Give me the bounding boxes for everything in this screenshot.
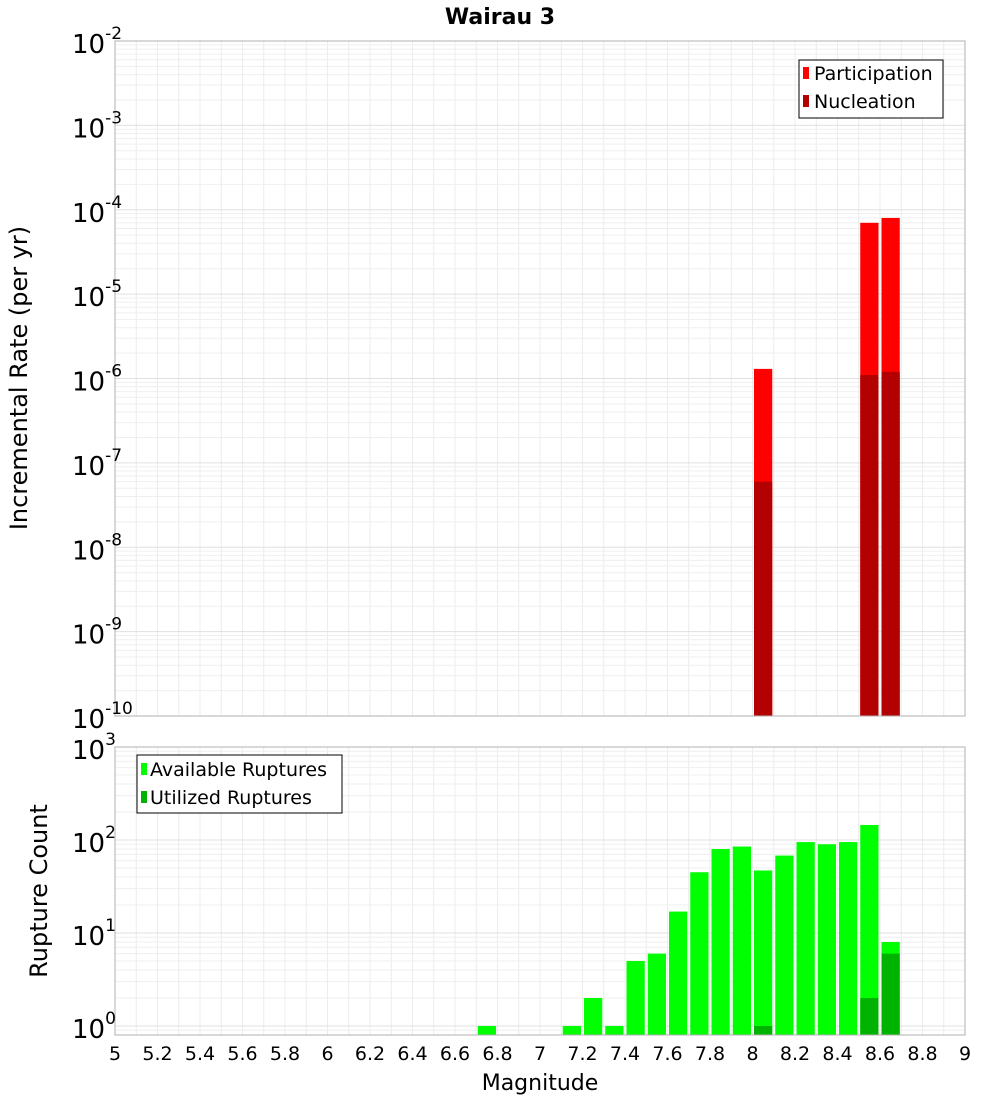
- chart-title: Wairau 3: [445, 5, 555, 30]
- bar-available-ruptures: [754, 870, 773, 1035]
- legend-label-available: Available Ruptures: [150, 759, 327, 781]
- x-tick-label: 9: [959, 1043, 971, 1065]
- x-tick-label: 8: [746, 1043, 758, 1065]
- legend-swatch-available: [141, 763, 147, 775]
- bar-available-ruptures: [584, 997, 603, 1035]
- y-tick-label: 100: [72, 1009, 116, 1045]
- x-tick-label: 8.6: [865, 1043, 895, 1065]
- y-tick-label: 103: [72, 730, 116, 766]
- bar-available-ruptures: [775, 855, 794, 1035]
- x-tick-label: 8.8: [907, 1043, 937, 1065]
- x-tick-label: 6.2: [355, 1043, 385, 1065]
- top-y-axis-label: Incremental Rate (per yr): [5, 226, 33, 530]
- bar-available-ruptures: [626, 960, 645, 1035]
- bar-available-ruptures: [477, 1025, 496, 1035]
- bar-available-ruptures: [817, 844, 836, 1035]
- y-tick-label: 10-4: [72, 193, 122, 229]
- bar-available-ruptures: [562, 1025, 581, 1035]
- x-tick-label: 5.4: [185, 1043, 215, 1065]
- bar-available-ruptures: [796, 842, 815, 1035]
- top-legend-box: [798, 59, 944, 119]
- bar-nucleation: [754, 481, 773, 716]
- bar-utilized-ruptures: [881, 953, 900, 1035]
- bar-available-ruptures: [860, 824, 879, 1035]
- bar-available-ruptures: [605, 1025, 624, 1035]
- bottom-y-axis-label: Rupture Count: [25, 804, 53, 978]
- x-tick-label: 5.6: [227, 1043, 257, 1065]
- top-legend: Participation Nucleation: [798, 59, 944, 119]
- bottom-y-tick-labels: 100 101 102 103: [72, 730, 116, 1045]
- top-y-tick-labels: 10-10 10-9 10-8 10-7 10-6 10-5 10-4 10-3 10-2: [72, 24, 133, 735]
- top-grid: [114, 40, 966, 717]
- x-tick-label: 5.2: [142, 1043, 172, 1065]
- y-tick-label: 10-2: [72, 24, 122, 60]
- x-tick-label: 5.8: [270, 1043, 300, 1065]
- legend-label-utilized: Utilized Ruptures: [150, 787, 312, 809]
- x-tick-label: 7: [534, 1043, 546, 1065]
- x-tick-label: 5: [109, 1043, 121, 1065]
- x-tick-label: 8.2: [780, 1043, 810, 1065]
- bar-available-ruptures: [732, 846, 751, 1035]
- x-tick-label: 6.6: [440, 1043, 470, 1065]
- legend-swatch-nucleation: [803, 95, 809, 107]
- bar-utilized-ruptures: [860, 997, 879, 1035]
- y-tick-label: 10-10: [72, 699, 133, 735]
- bottom-plot-frame: [114, 746, 966, 1036]
- y-tick-label: 10-5: [72, 277, 122, 313]
- x-tick-label: 7.8: [695, 1043, 725, 1065]
- x-tick-label: 8.4: [822, 1043, 852, 1065]
- x-tick-label: 7.6: [652, 1043, 682, 1065]
- bottom-legend-box: [136, 754, 343, 814]
- legend-swatch-utilized: [141, 791, 147, 803]
- bar-available-ruptures: [839, 842, 858, 1035]
- y-tick-label: 10-8: [72, 530, 122, 566]
- y-tick-label: 10-7: [72, 446, 122, 482]
- bottom-bars: [477, 824, 900, 1035]
- top-plot-frame: [114, 40, 966, 717]
- bar-available-ruptures: [711, 849, 730, 1035]
- x-tick-label: 6.8: [482, 1043, 512, 1065]
- y-tick-label: 10-3: [72, 108, 122, 144]
- legend-label-participation: Participation: [814, 63, 933, 85]
- x-tick-label: 7.2: [567, 1043, 597, 1065]
- x-tick-label: 6.4: [397, 1043, 427, 1065]
- bar-available-ruptures: [647, 953, 666, 1035]
- y-tick-label: 102: [72, 823, 116, 859]
- bar-utilized-ruptures: [754, 1025, 773, 1035]
- x-tick-label: 7.4: [610, 1043, 640, 1065]
- bar-available-ruptures: [669, 911, 688, 1035]
- y-tick-label: 101: [72, 916, 116, 952]
- bar-nucleation: [860, 375, 879, 716]
- x-tick-label: 6: [321, 1043, 333, 1065]
- x-tick-labels: 5 5.2 5.4 5.6 5.8 6 6.2 6.4 6.6 6.8 7 7.2 7.4 7.6 7.8 8…: [109, 1043, 971, 1065]
- bottom-legend: Available Ruptures Utilized Ruptures: [136, 754, 343, 814]
- y-tick-label: 10-6: [72, 362, 122, 398]
- legend-swatch-participation: [803, 67, 809, 79]
- bar-available-ruptures: [690, 872, 709, 1035]
- y-tick-label: 10-9: [72, 615, 122, 651]
- top-bars: [754, 217, 900, 716]
- bar-nucleation: [881, 371, 900, 716]
- x-axis-label: Magnitude: [482, 1071, 599, 1096]
- legend-label-nucleation: Nucleation: [814, 91, 916, 113]
